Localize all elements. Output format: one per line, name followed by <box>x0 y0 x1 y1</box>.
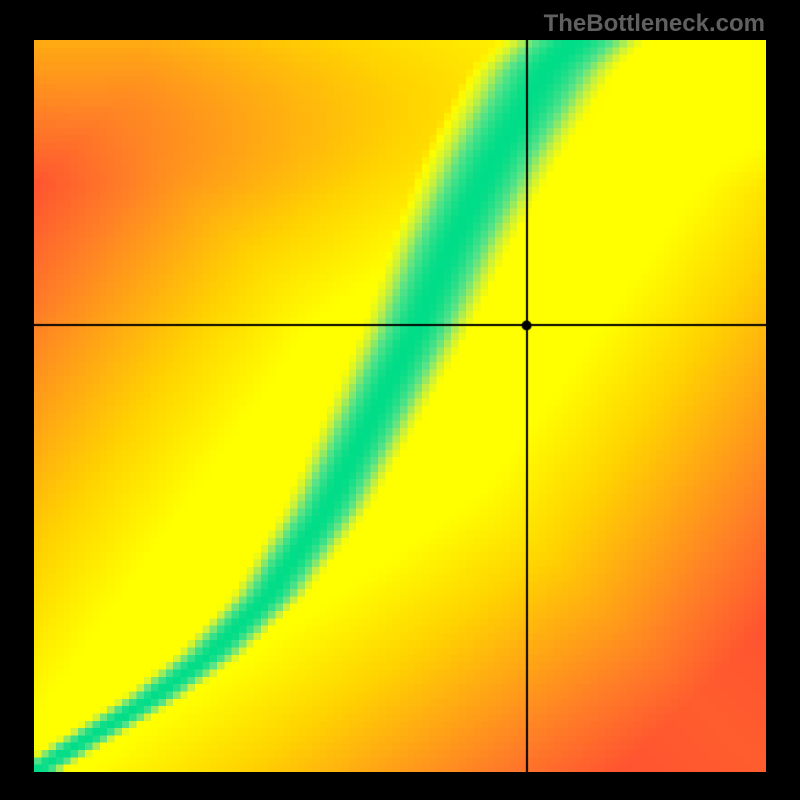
crosshair-overlay <box>34 40 766 772</box>
bottleneck-heatmap-frame: { "watermark": { "text": "TheBottleneck.… <box>0 0 800 800</box>
watermark-text: TheBottleneck.com <box>544 10 765 38</box>
